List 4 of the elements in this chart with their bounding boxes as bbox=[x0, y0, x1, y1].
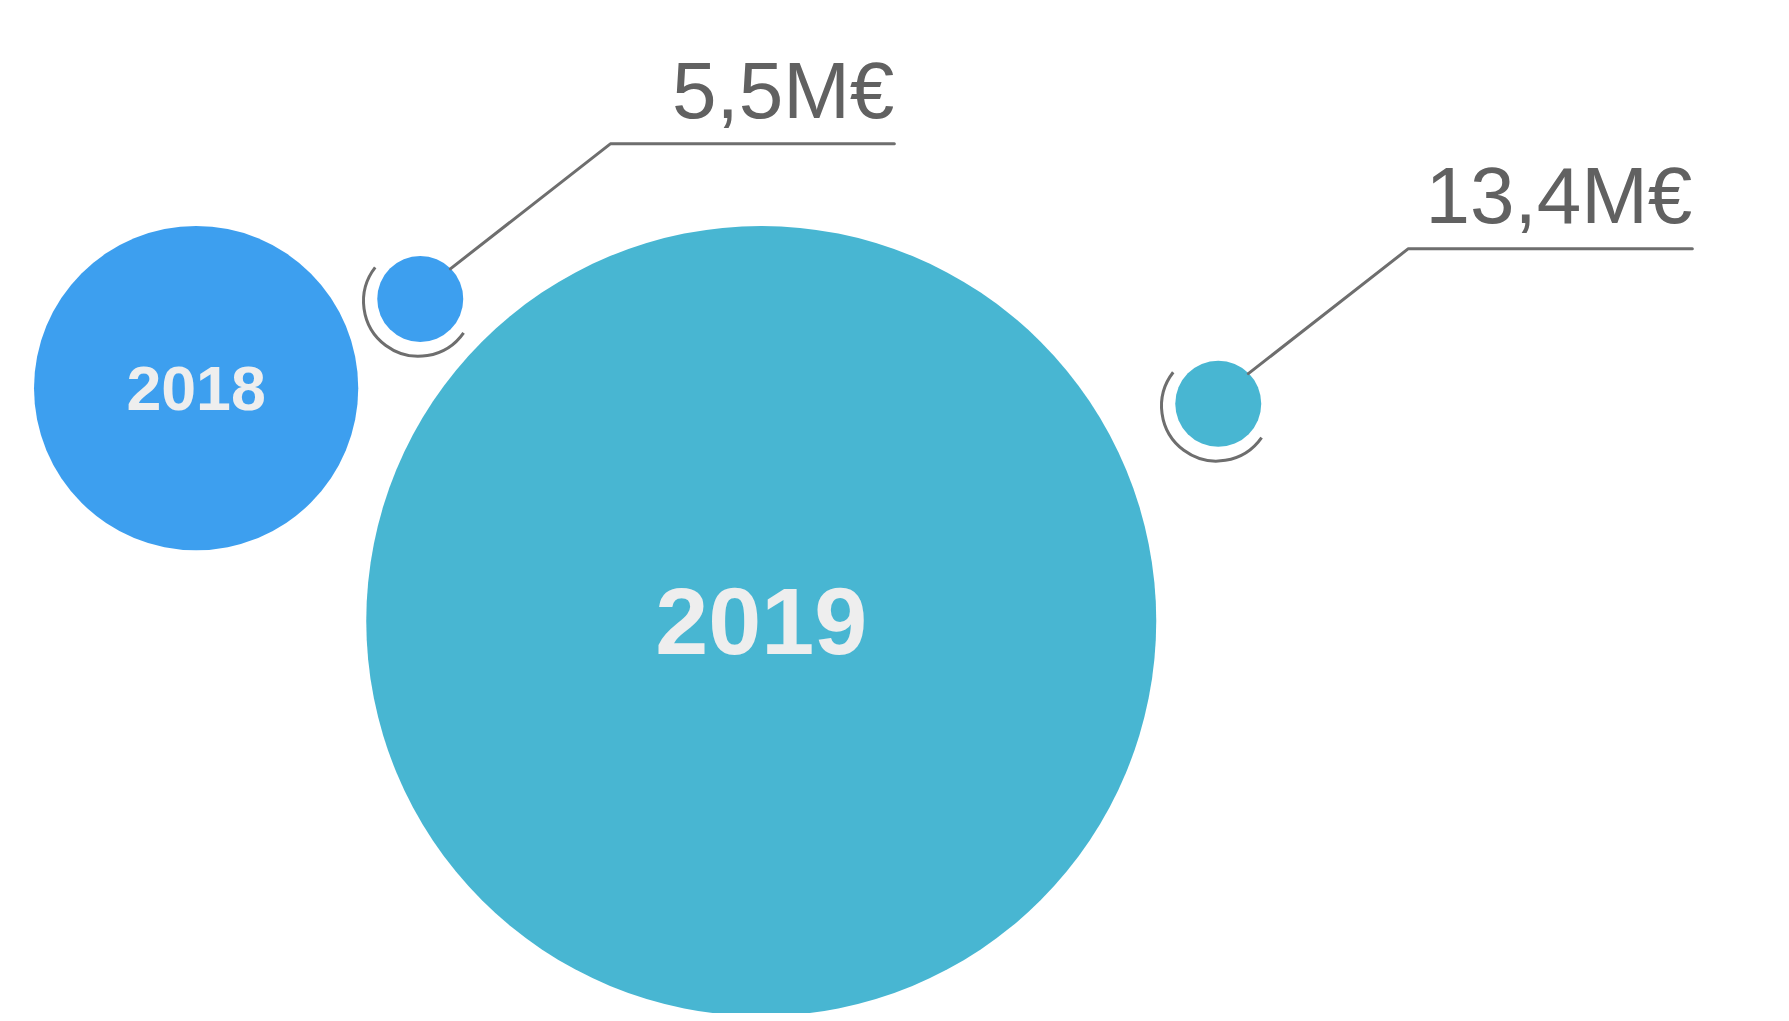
data-label: 13,4M€ bbox=[1425, 150, 1693, 240]
category-label: 2018 bbox=[126, 353, 266, 424]
data-label: 5,5M€ bbox=[672, 45, 895, 135]
category-label: 2019 bbox=[655, 568, 868, 674]
